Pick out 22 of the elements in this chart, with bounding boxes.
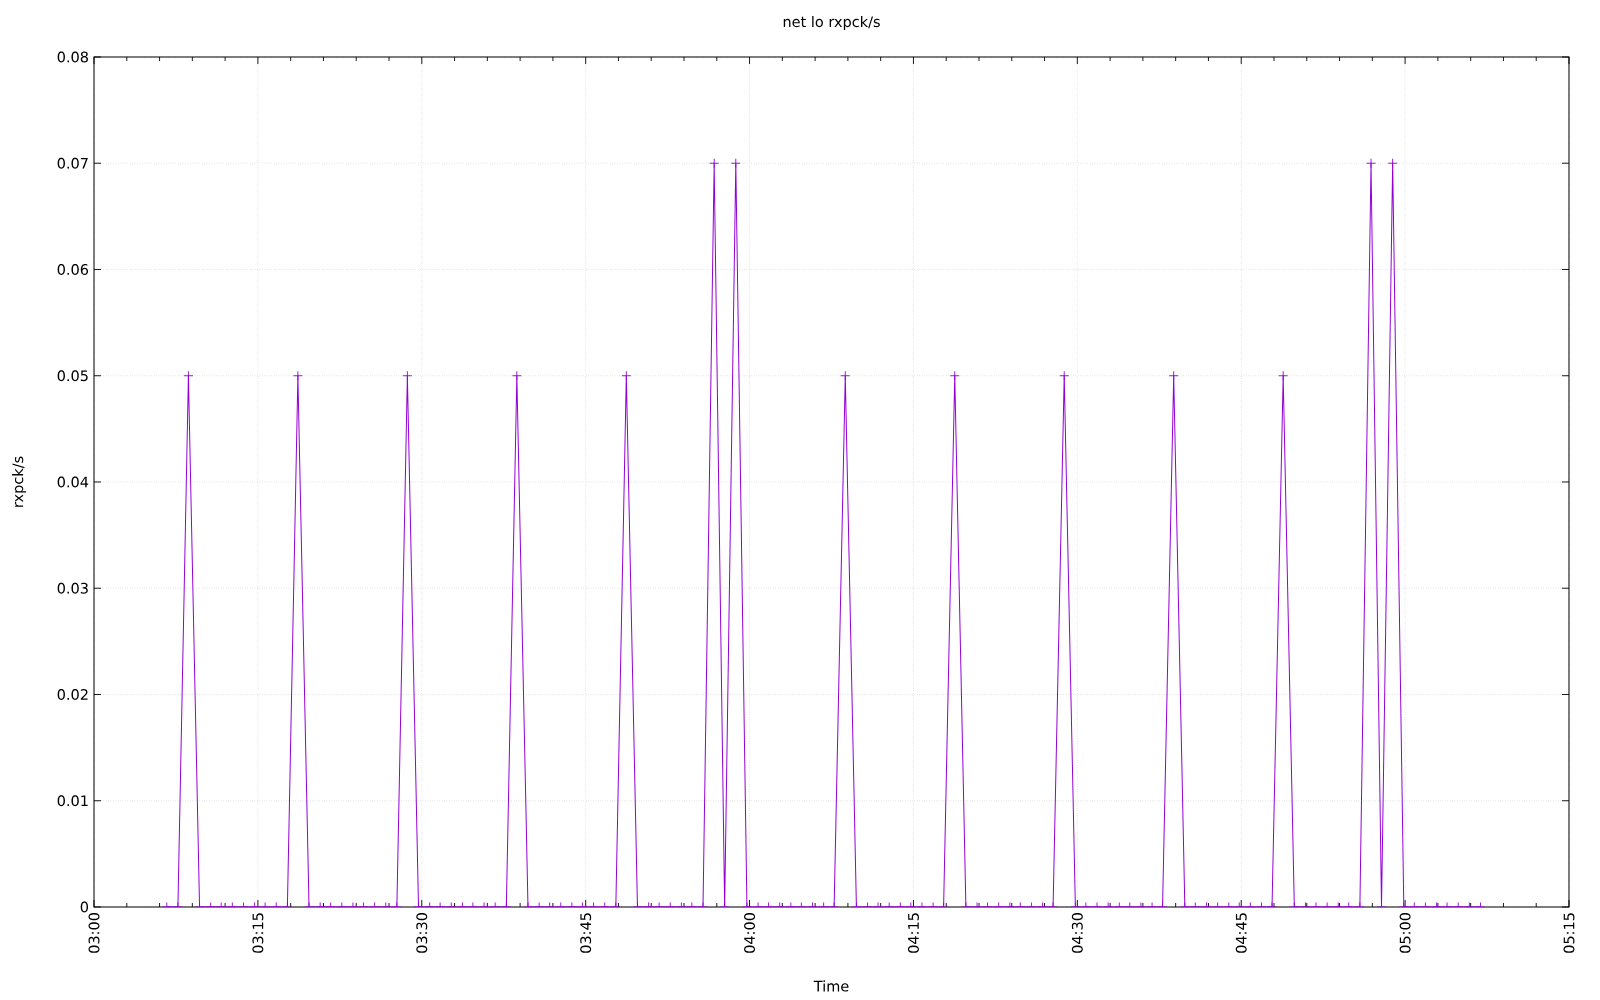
x-tick-label: 03:45 [580, 913, 592, 953]
chart-title: net lo rxpck/s [783, 15, 880, 30]
x-tick-label: 03:15 [252, 913, 264, 953]
y-axis-title: rxpck/s [12, 456, 27, 507]
y-tick-label: 0.03 [57, 582, 88, 594]
x-tick-label: 05:00 [1399, 912, 1411, 953]
x-tick-label: 04:15 [907, 913, 919, 953]
x-axis-title: Time [813, 980, 849, 992]
y-tick-label: 0.01 [57, 795, 88, 807]
y-tick-label: 0.07 [57, 157, 88, 169]
x-tick-label: 04:00 [744, 912, 756, 953]
y-tick-label: 0.02 [57, 688, 88, 700]
x-tick-label: 03:30 [416, 912, 428, 953]
x-tick-label: 03:00 [88, 912, 100, 953]
y-tick-label: 0.08 [57, 51, 88, 63]
y-tick-label: 0 [80, 901, 89, 913]
x-tick-label: 05:15 [1563, 913, 1575, 953]
y-tick-label: 0.05 [57, 370, 88, 382]
y-tick-label: 0.04 [57, 476, 89, 488]
x-tick-label: 04:30 [1071, 912, 1083, 953]
x-tick-label: 04:45 [1235, 913, 1247, 953]
y-tick-label: 0.06 [57, 263, 89, 275]
